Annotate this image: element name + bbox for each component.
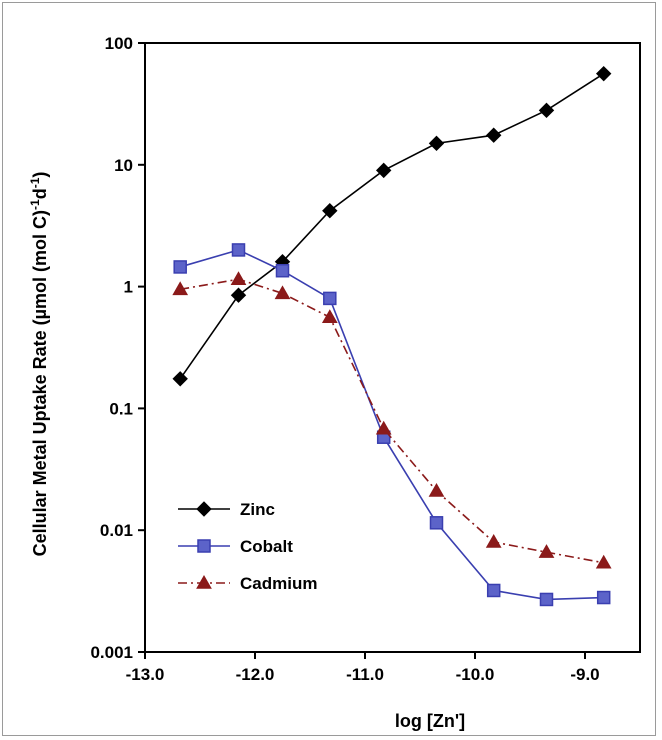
figure-frame (2, 2, 656, 736)
y-axis-title-main: Cellular Metal Uptake Rate (µmol (mol C) (30, 210, 50, 556)
cadmium-point (595, 554, 612, 569)
cadmium-series (172, 271, 612, 569)
zinc-point (230, 287, 247, 303)
x-tick-label: -10.0 (456, 665, 495, 684)
zinc-point (595, 65, 612, 82)
y-axis-title-end: ) (30, 172, 50, 178)
y-tick-label: 1 (124, 278, 133, 297)
y-axis-title-sup1: -1 (28, 199, 42, 210)
zinc-point (485, 127, 502, 143)
legend-label-zinc: Zinc (240, 500, 275, 519)
zinc-point (375, 162, 392, 179)
cobalt-point (231, 243, 246, 257)
cadmium-point (375, 420, 392, 435)
zinc-series (172, 65, 612, 387)
y-tick-label: 0.001 (90, 643, 133, 662)
cobalt-point (275, 263, 290, 278)
cobalt-series (173, 243, 611, 607)
y-axis-title-mid: d (30, 188, 50, 199)
x-tick-label: -12.0 (236, 665, 275, 684)
cadmium-point (538, 544, 555, 558)
cadmium-point (485, 533, 502, 548)
legend-cobalt-point (197, 539, 211, 553)
cadmium-point (321, 309, 338, 324)
cobalt-point (173, 260, 187, 274)
legend-label-cobalt: Cobalt (240, 537, 293, 556)
cadmium-point (172, 281, 189, 296)
x-tick-label: -13.0 (126, 665, 165, 684)
axis-ticks: -13.0 -12.0 -11.0 -10.0 -9.0 0.001 0.01 0.1 1 10 1… (90, 34, 599, 684)
x-tick-label: -11.0 (346, 665, 384, 684)
y-axis-title-sup2: -1 (28, 177, 42, 188)
legend-item-cobalt: Cobalt (178, 537, 293, 556)
zinc-line (179, 72, 605, 380)
legend-cadmium-point (196, 574, 212, 589)
x-tick-label: -9.0 (570, 665, 599, 684)
cadmium-point (274, 285, 291, 300)
zinc-point (322, 202, 338, 219)
y-tick-label: 0.01 (100, 521, 133, 540)
cadmium-point (230, 271, 247, 285)
legend-zinc-point (196, 501, 212, 517)
cobalt-point (539, 592, 554, 607)
x-axis-title: log [Zn'] (395, 711, 465, 731)
y-tick-label: 10 (114, 156, 133, 175)
cadmium-line (180, 278, 604, 564)
y-axis-title: Cellular Metal Uptake Rate (µmol (mol C)… (28, 172, 50, 557)
legend-item-zinc: Zinc (178, 500, 275, 519)
cobalt-point (429, 516, 444, 530)
cobalt-point (486, 583, 501, 598)
legend-label-cadmium: Cadmium (240, 574, 317, 593)
zinc-point (172, 371, 188, 387)
plot-area (144, 42, 641, 653)
cadmium-point (428, 482, 445, 497)
legend: Zinc Cobalt Cadmium (178, 500, 317, 593)
cobalt-point (596, 590, 611, 605)
y-tick-label: 100 (105, 34, 133, 53)
y-tick-label: 0.1 (109, 399, 133, 418)
series-layer (172, 65, 612, 607)
legend-item-cadmium: Cadmium (178, 574, 317, 593)
cobalt-point (323, 291, 337, 306)
zinc-point (538, 102, 555, 119)
zinc-point (428, 135, 445, 152)
